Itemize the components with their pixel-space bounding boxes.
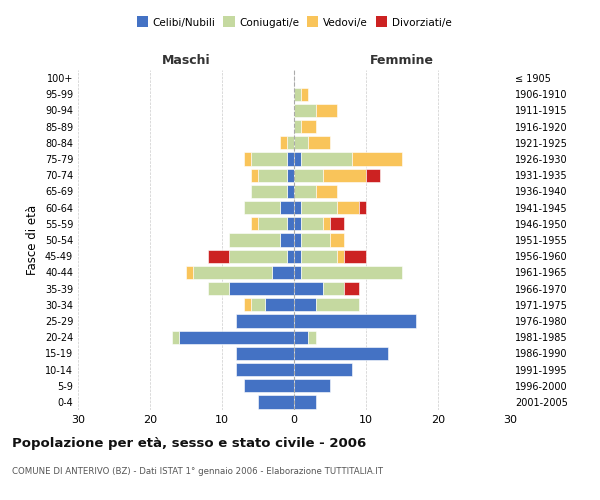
Text: Maschi: Maschi xyxy=(161,54,211,67)
Bar xyxy=(294,314,416,328)
Bar xyxy=(294,330,308,344)
Bar xyxy=(294,104,316,117)
Bar xyxy=(186,266,193,279)
Bar xyxy=(258,168,287,182)
Bar xyxy=(208,282,229,295)
Bar xyxy=(352,152,402,166)
Bar xyxy=(308,136,330,149)
Bar xyxy=(294,168,323,182)
Bar xyxy=(294,201,301,214)
Bar xyxy=(280,234,294,246)
Bar xyxy=(337,201,359,214)
Y-axis label: Fasce di età: Fasce di età xyxy=(26,205,39,275)
Bar xyxy=(323,168,366,182)
Bar xyxy=(316,298,359,312)
Bar xyxy=(258,396,294,408)
Bar xyxy=(251,298,265,312)
Bar xyxy=(258,217,287,230)
Bar xyxy=(337,250,344,263)
Bar xyxy=(294,185,316,198)
Text: Popolazione per età, sesso e stato civile - 2006: Popolazione per età, sesso e stato civil… xyxy=(12,438,366,450)
Bar xyxy=(301,120,316,134)
Bar xyxy=(316,185,337,198)
Bar xyxy=(344,282,359,295)
Bar xyxy=(244,379,294,392)
Bar xyxy=(287,250,294,263)
Bar xyxy=(359,201,366,214)
Bar xyxy=(323,282,344,295)
Bar xyxy=(294,250,301,263)
Bar xyxy=(294,88,301,101)
Bar xyxy=(294,298,316,312)
Bar xyxy=(272,266,294,279)
Bar xyxy=(244,152,251,166)
Bar xyxy=(294,136,308,149)
Bar xyxy=(287,168,294,182)
Bar xyxy=(308,330,316,344)
Bar xyxy=(236,346,294,360)
Bar xyxy=(294,217,301,230)
Bar xyxy=(229,234,280,246)
Bar xyxy=(301,266,402,279)
Bar xyxy=(294,379,330,392)
Bar xyxy=(287,217,294,230)
Bar xyxy=(294,152,301,166)
Bar xyxy=(301,217,323,230)
Bar xyxy=(251,168,258,182)
Bar xyxy=(236,314,294,328)
Bar xyxy=(251,152,287,166)
Bar xyxy=(294,234,301,246)
Bar xyxy=(330,217,344,230)
Bar xyxy=(287,185,294,198)
Bar xyxy=(236,363,294,376)
Bar xyxy=(265,298,294,312)
Bar xyxy=(366,168,380,182)
Bar xyxy=(294,346,388,360)
Bar xyxy=(301,152,352,166)
Text: COMUNE DI ANTERIVO (BZ) - Dati ISTAT 1° gennaio 2006 - Elaborazione TUTTITALIA.I: COMUNE DI ANTERIVO (BZ) - Dati ISTAT 1° … xyxy=(12,468,383,476)
Bar xyxy=(330,234,344,246)
Bar xyxy=(280,136,287,149)
Bar xyxy=(280,201,294,214)
Bar xyxy=(251,217,258,230)
Bar xyxy=(301,201,337,214)
Bar xyxy=(344,250,366,263)
Bar xyxy=(193,266,272,279)
Bar xyxy=(229,282,294,295)
Bar xyxy=(172,330,179,344)
Bar xyxy=(294,282,323,295)
Bar xyxy=(229,250,287,263)
Text: Femmine: Femmine xyxy=(370,54,434,67)
Bar xyxy=(294,396,316,408)
Bar xyxy=(244,201,280,214)
Bar xyxy=(287,152,294,166)
Bar xyxy=(294,266,301,279)
Bar xyxy=(208,250,229,263)
Bar xyxy=(244,298,251,312)
Bar xyxy=(316,104,337,117)
Bar xyxy=(301,234,330,246)
Bar xyxy=(179,330,294,344)
Bar xyxy=(251,185,287,198)
Bar xyxy=(287,136,294,149)
Bar xyxy=(301,88,308,101)
Bar xyxy=(294,120,301,134)
Bar xyxy=(294,363,352,376)
Legend: Celibi/Nubili, Coniugati/e, Vedovi/e, Divorziati/e: Celibi/Nubili, Coniugati/e, Vedovi/e, Di… xyxy=(133,14,455,31)
Bar xyxy=(323,217,330,230)
Bar xyxy=(301,250,337,263)
